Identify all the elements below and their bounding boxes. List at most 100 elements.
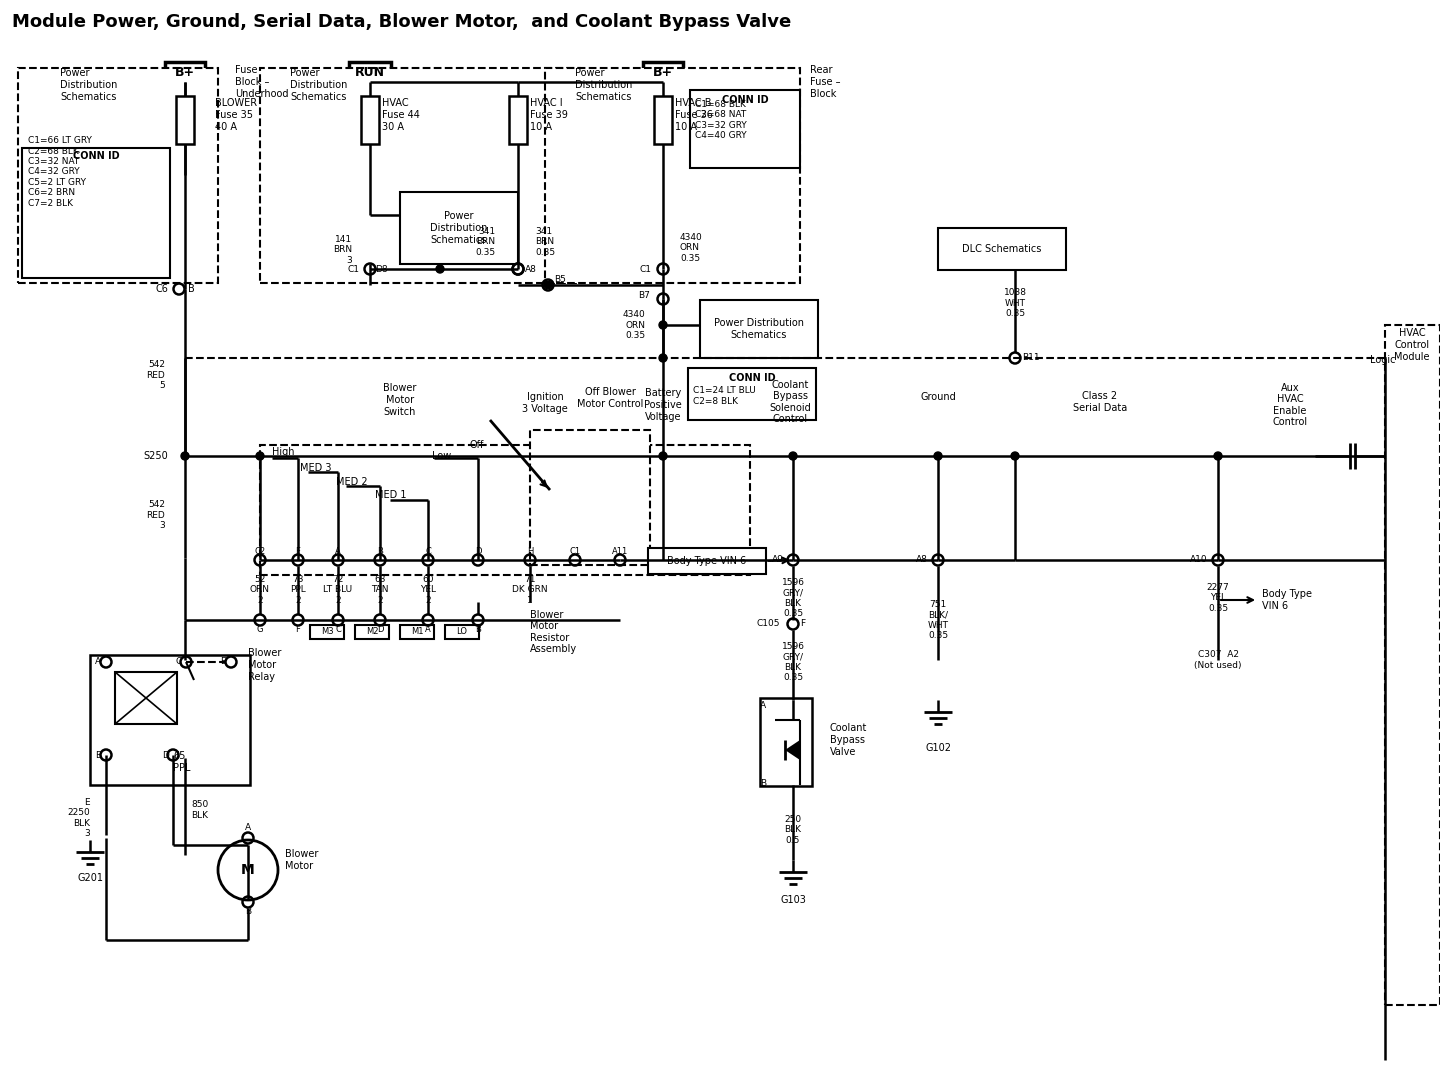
Text: Power
Distribution
Schematics: Power Distribution Schematics bbox=[289, 69, 347, 101]
Text: F: F bbox=[295, 625, 301, 633]
Text: Power
Distribution
Schematics: Power Distribution Schematics bbox=[431, 211, 488, 245]
Text: D: D bbox=[377, 625, 383, 633]
Text: 2277
YEL
0.35: 2277 YEL 0.35 bbox=[1207, 583, 1230, 613]
Text: RUN: RUN bbox=[356, 65, 384, 78]
Bar bbox=[400, 191, 518, 264]
Text: 250
BLK
0.5: 250 BLK 0.5 bbox=[785, 815, 802, 845]
Circle shape bbox=[660, 321, 667, 329]
Text: F: F bbox=[801, 619, 805, 629]
Text: 1038
WHT
0.35: 1038 WHT 0.35 bbox=[1004, 288, 1027, 318]
Bar bbox=[508, 96, 527, 144]
Bar bbox=[700, 300, 818, 358]
Text: A: A bbox=[95, 657, 101, 667]
Text: S250: S250 bbox=[143, 452, 168, 461]
Text: C1=68 BLK
C2=68 NAT
C3=32 GRY
C4=40 GRY: C1=68 BLK C2=68 NAT C3=32 GRY C4=40 GRY bbox=[696, 100, 747, 140]
Bar bbox=[760, 698, 812, 786]
Text: M1: M1 bbox=[410, 628, 423, 636]
Text: Power
Distribution
Schematics: Power Distribution Schematics bbox=[575, 69, 632, 101]
Circle shape bbox=[436, 265, 444, 273]
Bar bbox=[356, 625, 389, 639]
Text: G201: G201 bbox=[76, 873, 104, 883]
Text: B+: B+ bbox=[174, 65, 194, 78]
Text: Blower
Motor: Blower Motor bbox=[285, 850, 318, 870]
Text: HVAC B
Fuse 36
10 A: HVAC B Fuse 36 10 A bbox=[675, 98, 713, 132]
Text: B11: B11 bbox=[1022, 354, 1040, 362]
Text: Blower
Motor
Resistor
Assembly: Blower Motor Resistor Assembly bbox=[530, 609, 577, 654]
Bar bbox=[937, 228, 1066, 270]
Text: 341
BRN
0.35: 341 BRN 0.35 bbox=[536, 227, 556, 257]
Text: C105: C105 bbox=[756, 619, 780, 629]
Text: 72
LT BLU
2: 72 LT BLU 2 bbox=[324, 576, 353, 605]
Text: MED 2: MED 2 bbox=[336, 477, 367, 487]
Text: D8: D8 bbox=[374, 264, 387, 273]
Circle shape bbox=[256, 452, 264, 460]
Text: Rear
Fuse –
Block: Rear Fuse – Block bbox=[809, 65, 841, 99]
Text: High: High bbox=[272, 447, 295, 457]
Circle shape bbox=[1214, 452, 1223, 460]
Text: Ignition
3 Voltage: Ignition 3 Voltage bbox=[523, 392, 567, 413]
Bar bbox=[176, 96, 194, 144]
Bar bbox=[1385, 325, 1440, 1005]
Text: A: A bbox=[760, 701, 766, 709]
Text: 1596
GRY/
BLK
0.35: 1596 GRY/ BLK 0.35 bbox=[782, 642, 805, 682]
Text: 73
PPL
2: 73 PPL 2 bbox=[289, 576, 305, 605]
Bar bbox=[89, 655, 251, 786]
Text: C1: C1 bbox=[569, 546, 580, 556]
Text: Power
Distribution
Schematics: Power Distribution Schematics bbox=[60, 69, 118, 101]
Bar bbox=[530, 430, 649, 565]
Text: CONN ID: CONN ID bbox=[729, 373, 775, 383]
Text: B5: B5 bbox=[554, 275, 566, 284]
Text: C6: C6 bbox=[156, 284, 168, 294]
Text: 65
PPL: 65 PPL bbox=[173, 751, 190, 772]
Text: B: B bbox=[245, 907, 251, 916]
Text: 52
ORN
2: 52 ORN 2 bbox=[251, 576, 271, 605]
Text: A9: A9 bbox=[772, 556, 783, 565]
Text: F: F bbox=[295, 546, 301, 556]
Text: D: D bbox=[161, 751, 168, 759]
Text: HVAC I
Fuse 39
10 A: HVAC I Fuse 39 10 A bbox=[530, 98, 567, 132]
Text: A8: A8 bbox=[526, 264, 537, 273]
Text: A: A bbox=[336, 546, 341, 556]
Text: C1: C1 bbox=[348, 264, 360, 273]
Bar bbox=[22, 148, 170, 279]
Bar bbox=[445, 625, 480, 639]
Text: HVAC
Fuse 44
30 A: HVAC Fuse 44 30 A bbox=[382, 98, 420, 132]
Text: HVAC
Control
Module: HVAC Control Module bbox=[1394, 329, 1430, 361]
Text: 1596
GRY/
BLK
0.35: 1596 GRY/ BLK 0.35 bbox=[782, 578, 805, 618]
Text: G102: G102 bbox=[924, 743, 950, 753]
Text: LO: LO bbox=[456, 628, 468, 636]
Text: A: A bbox=[425, 625, 431, 633]
Text: Body Type
VIN 6: Body Type VIN 6 bbox=[1261, 590, 1312, 610]
Text: Class 2
Serial Data: Class 2 Serial Data bbox=[1073, 392, 1128, 412]
Text: CONN ID: CONN ID bbox=[721, 95, 769, 106]
Text: G: G bbox=[256, 625, 264, 633]
Circle shape bbox=[935, 452, 942, 460]
Circle shape bbox=[660, 354, 667, 362]
Text: MED 1: MED 1 bbox=[374, 490, 406, 500]
Bar bbox=[644, 62, 683, 82]
Circle shape bbox=[181, 452, 189, 460]
Polygon shape bbox=[785, 740, 801, 761]
Text: C: C bbox=[336, 625, 341, 633]
Text: C1=24 LT BLU
C2=8 BLK: C1=24 LT BLU C2=8 BLK bbox=[693, 386, 756, 406]
Circle shape bbox=[544, 281, 552, 289]
Text: BLOWER
Fuse 35
40 A: BLOWER Fuse 35 40 A bbox=[215, 98, 258, 132]
Bar bbox=[544, 67, 801, 283]
Text: B: B bbox=[475, 625, 481, 633]
Text: Coolant
Bypass
Valve: Coolant Bypass Valve bbox=[829, 724, 867, 756]
Text: Low: Low bbox=[432, 452, 451, 461]
Text: B+: B+ bbox=[652, 65, 672, 78]
Text: MED 3: MED 3 bbox=[300, 463, 331, 473]
Text: B7: B7 bbox=[638, 290, 649, 299]
Text: M2: M2 bbox=[366, 628, 379, 636]
Bar bbox=[261, 67, 580, 283]
Text: Battery
Positive
Voltage: Battery Positive Voltage bbox=[644, 388, 683, 422]
Text: 850
BLK: 850 BLK bbox=[192, 801, 209, 819]
Bar bbox=[361, 96, 379, 144]
Text: Blower
Motor
Switch: Blower Motor Switch bbox=[383, 383, 416, 417]
Text: G103: G103 bbox=[780, 895, 806, 905]
Text: Ground: Ground bbox=[920, 392, 956, 401]
Text: Aux
HVAC
Enable
Control: Aux HVAC Enable Control bbox=[1273, 383, 1308, 428]
Text: C307  A2
(Not used): C307 A2 (Not used) bbox=[1194, 651, 1241, 670]
Text: B: B bbox=[189, 284, 194, 294]
